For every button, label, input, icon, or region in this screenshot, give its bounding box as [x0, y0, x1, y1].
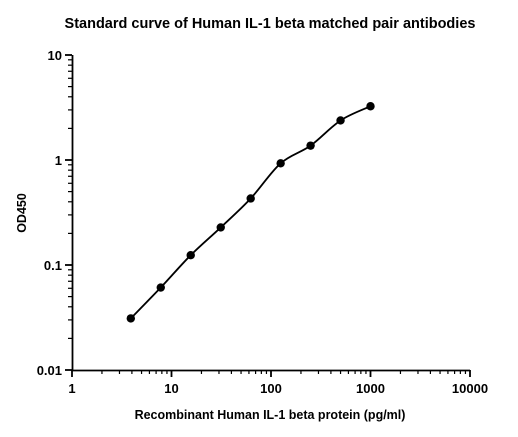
data-point [216, 223, 225, 232]
data-point [186, 250, 195, 260]
y-tick-label: 0.01 [37, 363, 62, 378]
x-tick-label: 1000 [356, 381, 385, 396]
x-axis-label: Recombinant Human IL-1 beta protein (pg/… [135, 408, 406, 422]
x-tick-label: 100 [260, 381, 282, 396]
data-points [126, 102, 375, 323]
y-tick-label: 1 [55, 153, 62, 168]
data-point [366, 102, 375, 111]
data-point [276, 159, 285, 168]
data-point [156, 283, 165, 292]
y-axis-label: OD450 [15, 193, 29, 233]
data-point [306, 141, 315, 150]
data-point [126, 314, 136, 323]
x-tick-label: 10000 [452, 381, 488, 396]
y-tick-label: 10 [48, 48, 62, 63]
x-tick-label: 10 [164, 381, 178, 396]
axes [71, 55, 470, 372]
tick-labels: 1 10 100 1000 10000 0.01 0.1 1 10 [37, 48, 488, 396]
x-tick-label: 1 [68, 381, 75, 396]
data-point [336, 116, 345, 125]
fit-curve [130, 105, 371, 320]
data-point [246, 194, 255, 203]
ticks [65, 54, 471, 377]
chart-title: Standard curve of Human IL-1 beta matche… [65, 16, 476, 32]
y-tick-label: 0.1 [44, 258, 62, 273]
